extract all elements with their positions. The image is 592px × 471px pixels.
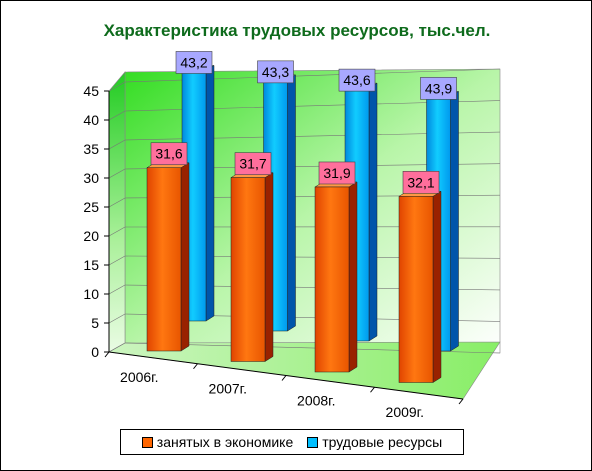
y-tick-label: 35 bbox=[83, 141, 99, 157]
gridline-side bbox=[108, 197, 126, 208]
bar-side bbox=[450, 90, 459, 352]
y-tick-label: 5 bbox=[91, 315, 99, 331]
y-tick-label: 45 bbox=[83, 83, 99, 99]
data-label-labor-1: 43,3 bbox=[257, 60, 294, 84]
x-tick-mark bbox=[370, 386, 375, 393]
data-label-text: 43,6 bbox=[343, 72, 370, 88]
bar-front bbox=[314, 186, 350, 373]
y-tick-label: 40 bbox=[83, 112, 99, 128]
gridline-side bbox=[108, 313, 126, 324]
y-tick-label: 20 bbox=[83, 228, 99, 244]
gridline-side bbox=[108, 255, 126, 266]
data-label-box bbox=[257, 60, 294, 84]
gridline-side bbox=[108, 81, 126, 92]
legend-swatch-employed bbox=[141, 436, 153, 448]
x-tick-label: 2009г. bbox=[386, 404, 424, 420]
y-tick-label: 25 bbox=[83, 199, 99, 215]
data-label-box bbox=[234, 152, 272, 175]
legend-label-employed: занятых в экономике bbox=[156, 434, 294, 450]
x-tick-label: 2006г. bbox=[120, 369, 158, 385]
data-label-employed-2: 31,9 bbox=[318, 161, 356, 185]
data-label-labor-2: 43,6 bbox=[338, 68, 376, 92]
data-label-employed-1: 31,7 bbox=[234, 152, 272, 175]
bar-front bbox=[146, 167, 182, 352]
data-label-employed-3: 32,1 bbox=[402, 171, 440, 194]
data-label-text: 31,6 bbox=[155, 146, 182, 162]
legend-label-labor: трудовые ресурсы bbox=[322, 434, 443, 450]
bar-front bbox=[398, 196, 434, 383]
gridline-side bbox=[108, 168, 126, 179]
x-tick-mark bbox=[458, 398, 464, 405]
data-label-text: 43,2 bbox=[180, 54, 207, 70]
side-wall bbox=[108, 71, 126, 353]
legend-item-labor: трудовые ресурсы bbox=[307, 434, 442, 450]
data-label-box bbox=[175, 51, 213, 74]
data-label-box bbox=[318, 161, 356, 185]
chart-legend: занятых в экономике трудовые ресурсы bbox=[120, 429, 464, 455]
data-label-text: 32,1 bbox=[407, 174, 434, 190]
data-label-box bbox=[338, 68, 376, 92]
bar-front bbox=[230, 177, 266, 362]
y-tick-label: 15 bbox=[83, 257, 99, 273]
y-tick-label: 30 bbox=[83, 170, 99, 186]
bar-employed-2 bbox=[314, 181, 358, 373]
y-tick-label: 0 bbox=[91, 344, 99, 360]
data-label-box bbox=[420, 77, 457, 100]
bar-employed-0 bbox=[146, 162, 190, 352]
x-tick-label: 2008г. bbox=[297, 392, 335, 408]
y-tick-label: 10 bbox=[83, 286, 99, 302]
bar-employed-3 bbox=[398, 190, 442, 383]
data-label-text: 43,9 bbox=[425, 80, 452, 96]
data-label-labor-3: 43,9 bbox=[420, 77, 457, 100]
x-tick-label: 2007г. bbox=[209, 381, 247, 397]
bar-side bbox=[287, 74, 296, 332]
data-label-text: 31,9 bbox=[323, 165, 350, 181]
bar-side bbox=[432, 190, 442, 383]
x-tick-mark bbox=[104, 351, 110, 358]
gridline-side bbox=[108, 110, 126, 121]
gridline-side bbox=[108, 284, 126, 295]
bar-employed-1 bbox=[230, 172, 274, 362]
bar-side bbox=[264, 172, 274, 362]
x-tick-mark bbox=[281, 375, 287, 381]
data-label-box bbox=[402, 171, 440, 194]
gridline-side bbox=[108, 139, 126, 150]
chart-title: Характеристика трудовых ресурсов, тыс.че… bbox=[103, 21, 491, 40]
bar-side bbox=[180, 162, 190, 352]
bar-side bbox=[368, 82, 378, 342]
data-label-text: 31,7 bbox=[239, 156, 266, 172]
data-label-box bbox=[150, 142, 188, 166]
legend-swatch-labor bbox=[307, 436, 319, 448]
bar-side bbox=[205, 64, 215, 322]
gridline-side bbox=[108, 342, 126, 353]
gridline-side bbox=[108, 226, 126, 237]
data-label-text: 43,3 bbox=[262, 64, 289, 80]
data-label-employed-0: 31,6 bbox=[150, 142, 188, 166]
bar-side bbox=[348, 181, 358, 373]
data-label-labor-0: 43,2 bbox=[175, 51, 213, 74]
legend-item-employed: занятых в экономике bbox=[141, 434, 294, 450]
x-tick-mark bbox=[193, 363, 198, 370]
